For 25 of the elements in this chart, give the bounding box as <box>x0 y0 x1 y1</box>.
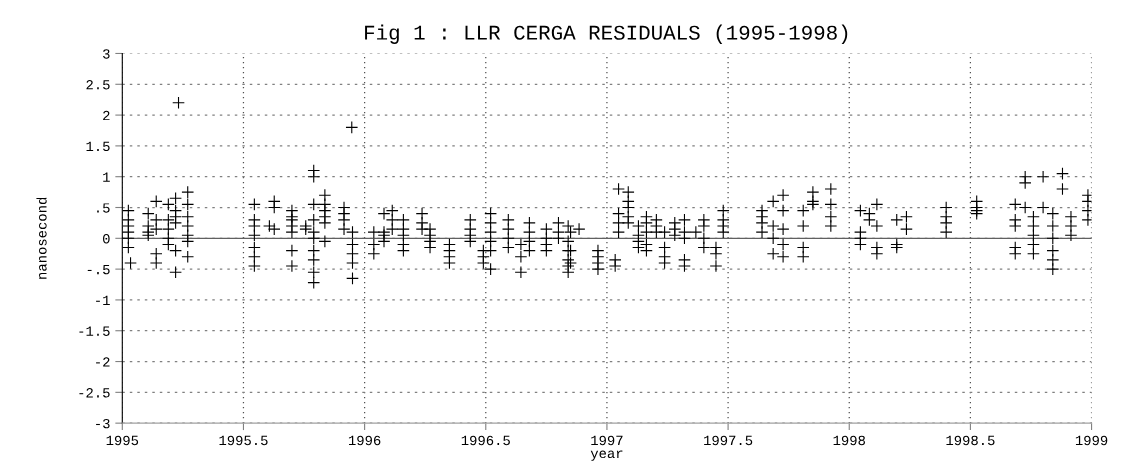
y-tick-label: 0 <box>103 234 110 244</box>
y-tick-label: 3 <box>103 49 110 59</box>
x-tick-label: 1996 <box>348 435 381 446</box>
x-axis-title: year <box>590 450 623 461</box>
y-tick-label: 1.5 <box>86 141 110 152</box>
x-tick-label: 1997 <box>591 435 623 446</box>
x-tick-label: 1998 <box>833 435 865 446</box>
x-tick-label: 1997.5 <box>704 435 753 446</box>
x-tick-label: 1995.5 <box>219 435 268 446</box>
x-tick-label: 1996.5 <box>461 435 510 446</box>
chart-title: Fig 1 : LLR CERGA RESIDUALS (1995-1998) <box>365 24 848 44</box>
y-tick-label: -.5 <box>87 265 110 275</box>
y-tick-label: 1 <box>103 172 110 182</box>
y-axis-title: nanosecond <box>36 197 47 279</box>
y-tick-label: -1.5 <box>79 326 110 336</box>
x-tick-label: 1999 <box>1075 435 1108 446</box>
x-tick-label: 1995 <box>106 435 139 446</box>
y-tick-label: -2.5 <box>79 388 110 398</box>
y-tick-label: .5 <box>97 203 110 213</box>
y-tick-label: -2 <box>96 357 110 367</box>
y-tick-label: 2.5 <box>86 80 110 90</box>
y-tick-label: 2 <box>103 110 110 121</box>
x-tick-label: 1998.5 <box>946 435 995 446</box>
y-tick-label: -3 <box>96 418 110 429</box>
y-tick-label: -1 <box>96 295 110 305</box>
